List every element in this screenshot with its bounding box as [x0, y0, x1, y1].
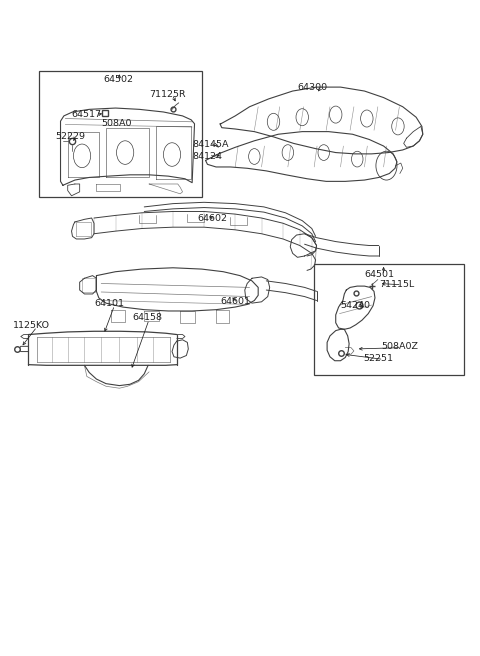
Text: 1125KO: 1125KO	[12, 321, 49, 330]
Bar	[39, 72, 202, 197]
Text: 508A0Z: 508A0Z	[381, 342, 418, 351]
Text: 64517: 64517	[72, 110, 102, 119]
Bar	[314, 264, 464, 375]
Text: 64158: 64158	[132, 313, 162, 322]
Text: 52229: 52229	[56, 133, 86, 141]
Text: 54240: 54240	[340, 301, 371, 310]
Text: 52251: 52251	[363, 354, 394, 363]
Text: 71115L: 71115L	[379, 280, 414, 289]
Text: 71125R: 71125R	[149, 90, 186, 99]
Text: 64101: 64101	[94, 298, 124, 308]
Text: 84124: 84124	[192, 152, 222, 161]
Text: 84145A: 84145A	[192, 140, 228, 149]
Text: 64502: 64502	[104, 75, 133, 84]
Text: 64602: 64602	[197, 213, 227, 222]
Text: 508A0: 508A0	[101, 119, 132, 129]
Text: 64300: 64300	[298, 83, 327, 92]
Text: 64501: 64501	[364, 270, 395, 279]
Text: 64601: 64601	[221, 297, 251, 306]
